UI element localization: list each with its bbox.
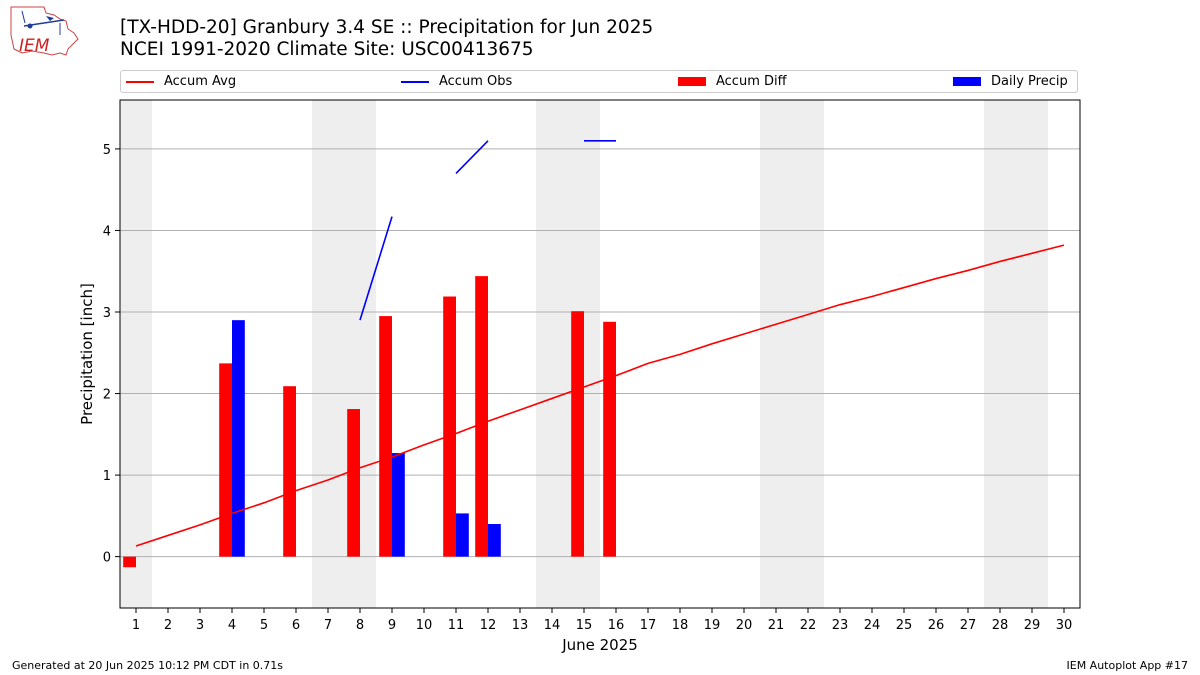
x-tick-label-4: 4 xyxy=(228,618,236,633)
weekend-band-29 xyxy=(1016,100,1048,608)
x-tick-label-21: 21 xyxy=(768,618,785,633)
legend-swatch-accum-diff xyxy=(678,77,706,86)
bars xyxy=(123,276,616,568)
x-axis: 1 2 3 4 5 6 7 8 9 10 11 12 13 14 15 16 17 18 19 20 21 22 23 24 2… xyxy=(132,608,1072,633)
bar-accum-diff-6 xyxy=(283,386,296,557)
bar-accum-diff-1 xyxy=(123,556,136,568)
chart-title: [TX-HDD-20] Granbury 3.4 SE :: Precipita… xyxy=(120,17,654,38)
generated-timestamp: Generated at 20 Jun 2025 10:12 PM CDT in… xyxy=(12,659,284,672)
legend-entry-daily-precip: Daily Precip xyxy=(953,71,1068,92)
x-tick-label-13: 13 xyxy=(512,618,529,633)
x-tick-label-3: 3 xyxy=(196,618,204,633)
weekend-band-28 xyxy=(984,100,1016,608)
legend-entry-accum-avg: Accum Avg xyxy=(126,71,236,92)
y-tick-label-5: 5 xyxy=(103,143,111,158)
legend-label-daily-precip: Daily Precip xyxy=(991,74,1068,89)
legend-swatch-accum-avg xyxy=(126,80,154,83)
bar-daily-precip-4 xyxy=(232,320,245,557)
y-axis-label: Precipitation [inch] xyxy=(78,283,96,425)
legend-label-accum-obs: Accum Obs xyxy=(439,74,513,89)
bar-accum-diff-8 xyxy=(347,409,360,557)
app-credit: IEM Autoplot App #17 xyxy=(1066,659,1189,672)
bar-accum-diff-4 xyxy=(219,363,232,557)
x-tick-label-18: 18 xyxy=(672,618,689,633)
chart-legend: Accum Avg Accum Obs Accum Diff Daily Pre… xyxy=(120,70,1078,93)
x-tick-label-23: 23 xyxy=(832,618,849,633)
x-tick-label-25: 25 xyxy=(896,618,913,633)
bar-daily-precip-11 xyxy=(456,513,469,557)
legend-swatch-accum-obs xyxy=(401,80,429,83)
x-tick-label-7: 7 xyxy=(324,618,332,633)
x-tick-label-20: 20 xyxy=(736,618,753,633)
legend-swatch-daily-precip xyxy=(953,77,981,86)
x-tick-label-16: 16 xyxy=(608,618,625,633)
x-tick-label-6: 6 xyxy=(292,618,300,633)
line-accum-obs-segment-1 xyxy=(455,140,489,174)
x-tick-label-8: 8 xyxy=(356,618,364,633)
series-lines xyxy=(135,139,1065,547)
x-tick-label-9: 9 xyxy=(388,618,396,633)
x-tick-label-22: 22 xyxy=(800,618,817,633)
bar-daily-precip-12 xyxy=(488,524,501,557)
gridlines xyxy=(120,148,1080,558)
x-tick-label-11: 11 xyxy=(448,618,465,633)
x-tick-label-28: 28 xyxy=(992,618,1009,633)
iem-logo: IEM xyxy=(10,6,79,56)
x-tick-label-26: 26 xyxy=(928,618,945,633)
bar-accum-diff-11 xyxy=(443,296,456,557)
y-tick-label-0: 0 xyxy=(103,551,111,566)
x-tick-label-30: 30 xyxy=(1056,618,1073,633)
x-tick-label-17: 17 xyxy=(640,618,657,633)
weekend-band-22 xyxy=(792,100,824,608)
legend-entry-accum-obs: Accum Obs xyxy=(401,71,512,92)
chart-subtitle: NCEI 1991-2020 Climate Site: USC00413675 xyxy=(120,39,534,60)
line-accum-obs-segment-0 xyxy=(359,216,393,321)
x-tick-label-2: 2 xyxy=(164,618,172,633)
plot-frame xyxy=(119,99,1081,609)
y-tick-label-3: 3 xyxy=(103,306,111,321)
x-tick-label-19: 19 xyxy=(704,618,721,633)
y-tick-label-4: 4 xyxy=(103,224,111,239)
x-tick-label-27: 27 xyxy=(960,618,977,633)
y-axis: 0 1 2 3 4 5 xyxy=(103,143,120,566)
weekend-band-7 xyxy=(312,100,344,608)
bar-accum-diff-9 xyxy=(379,316,392,557)
line-accum-avg-segment-0 xyxy=(135,244,1065,547)
legend-label-accum-diff: Accum Diff xyxy=(716,74,787,89)
bar-accum-diff-15 xyxy=(571,311,584,557)
x-tick-label-10: 10 xyxy=(416,618,433,633)
weekend-band-1 xyxy=(120,100,152,608)
y-tick-label-1: 1 xyxy=(103,469,111,484)
x-tick-label-24: 24 xyxy=(864,618,881,633)
x-tick-label-14: 14 xyxy=(544,618,561,633)
bar-accum-diff-12 xyxy=(475,276,488,557)
legend-entry-accum-diff: Accum Diff xyxy=(678,71,787,92)
logo-text: IEM xyxy=(19,36,50,56)
x-tick-label-5: 5 xyxy=(260,618,268,633)
y-tick-label-2: 2 xyxy=(103,388,111,403)
x-tick-label-12: 12 xyxy=(480,618,497,633)
weekend-band-14 xyxy=(536,100,568,608)
bar-daily-precip-9 xyxy=(392,453,405,557)
x-axis-label: June 2025 xyxy=(561,636,638,654)
legend-label-accum-avg: Accum Avg xyxy=(164,74,237,89)
weekend-band-21 xyxy=(760,100,792,608)
x-tick-label-1: 1 xyxy=(132,618,140,633)
bar-accum-diff-16 xyxy=(603,321,616,557)
x-tick-label-29: 29 xyxy=(1024,618,1041,633)
x-tick-label-15: 15 xyxy=(576,618,593,633)
